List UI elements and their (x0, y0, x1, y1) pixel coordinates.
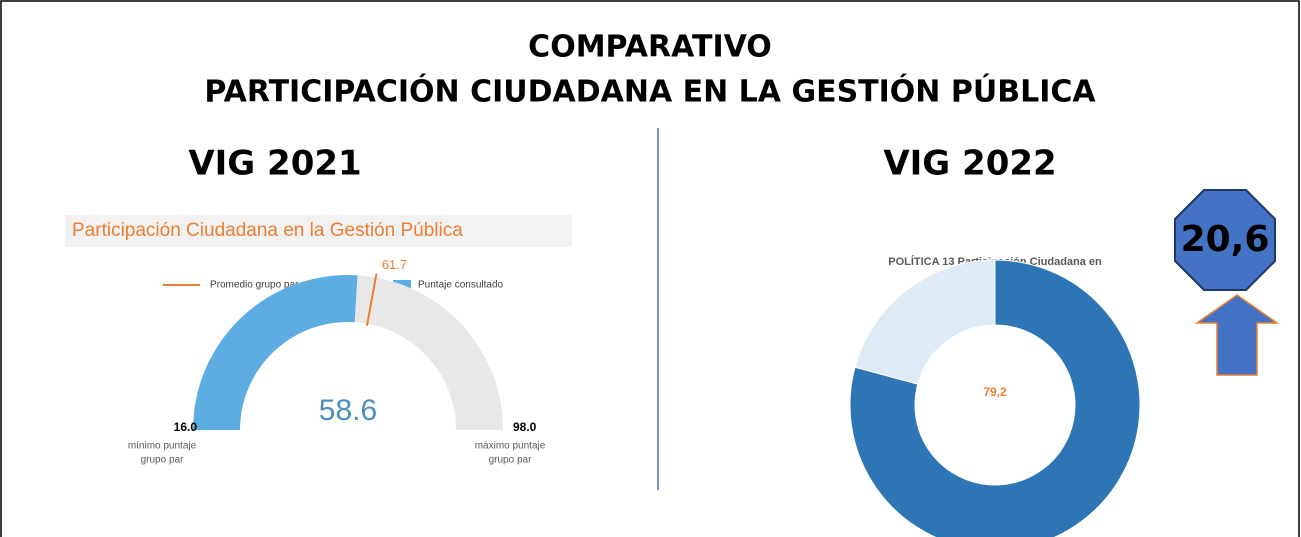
panel-label: VIG 2021 (188, 144, 361, 184)
gauge-title: Participación Ciudadana en la Gestión Pú… (72, 220, 463, 241)
gauge-value (193, 275, 358, 430)
up-arrow (1194, 294, 1280, 376)
max-label: 98.0 (513, 420, 537, 434)
legend-label: Puntaje consultado (418, 280, 504, 291)
max-caption: grupo par (489, 455, 532, 466)
legend-label: Promedio grupo par (210, 280, 299, 291)
min-label: 16.0 (174, 420, 198, 434)
donut-value-label: 79,2 (983, 385, 1007, 399)
gauge-title-box (65, 215, 572, 247)
min-caption: mínimo puntaje (128, 441, 197, 452)
title-line: COMPARATIVO (528, 30, 772, 65)
min-caption: grupo par (141, 455, 184, 466)
average-marker (366, 273, 378, 326)
gauge-value-label: 58.6 (319, 394, 377, 427)
badge-value: 20,6 (1181, 219, 1270, 260)
max-caption: máximo puntaje (475, 441, 546, 452)
average-label: 61.7 (382, 257, 407, 272)
panel-label: VIG 2022 (883, 144, 1056, 184)
badge (1174, 189, 1276, 291)
donut-slice (849, 259, 1141, 537)
donut-slice (854, 259, 996, 385)
title-line: PARTICIPACIÓN CIUDADANA EN LA GESTIÓN PÚ… (204, 73, 1096, 110)
